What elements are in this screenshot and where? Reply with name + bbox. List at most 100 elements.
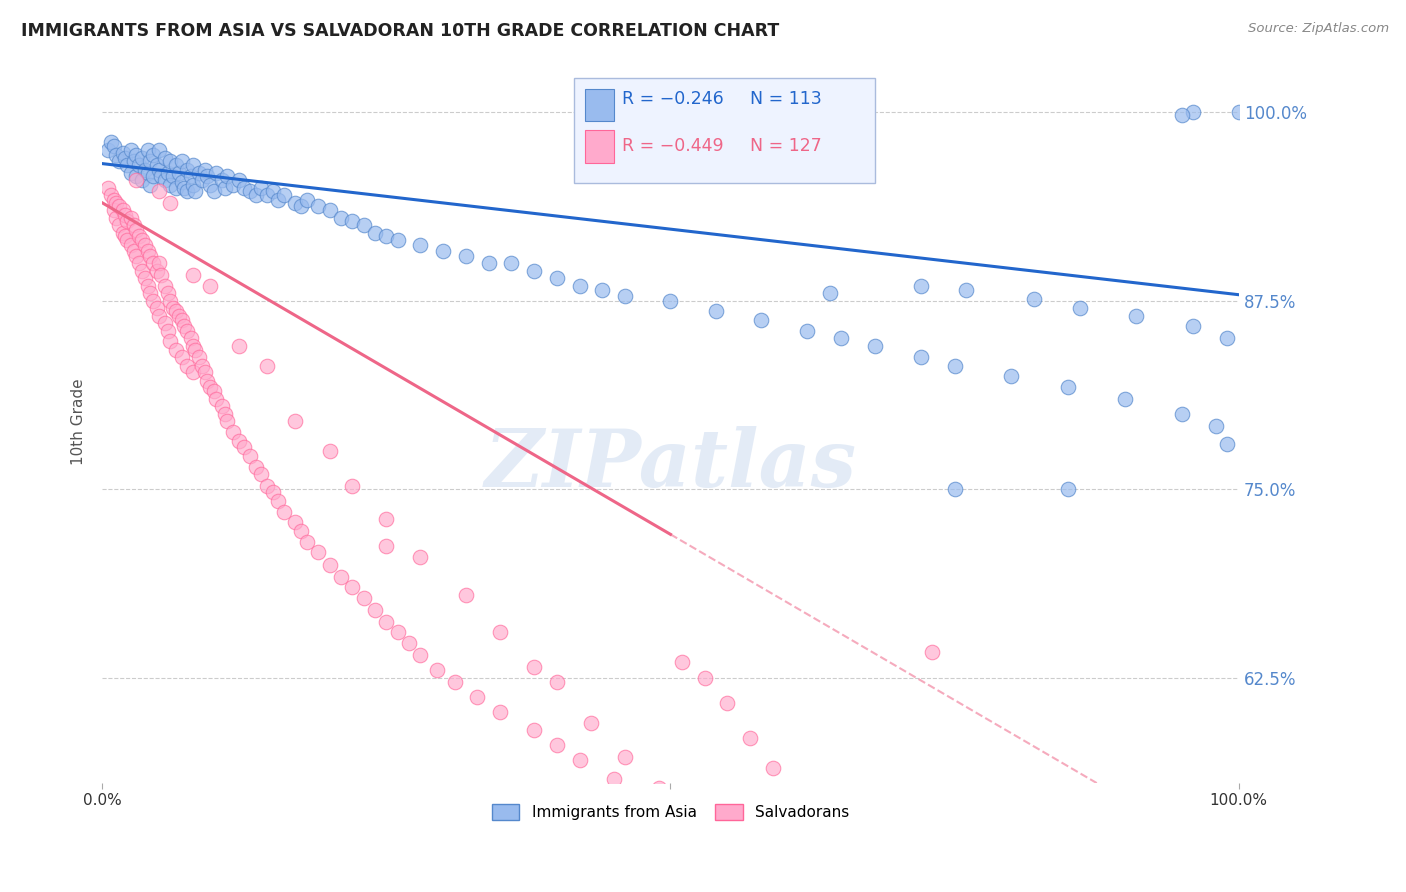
Point xyxy=(122,153,145,168)
Point xyxy=(181,178,204,192)
Point xyxy=(716,696,738,710)
Point xyxy=(375,229,398,244)
Point xyxy=(284,414,307,428)
Point xyxy=(342,580,364,594)
Point xyxy=(198,278,221,293)
Point xyxy=(943,482,966,496)
Point xyxy=(1069,301,1091,316)
Point xyxy=(1205,418,1227,433)
Point xyxy=(181,268,204,282)
Point xyxy=(318,203,340,218)
Point xyxy=(245,188,267,202)
Point xyxy=(295,535,318,549)
Point xyxy=(134,162,156,177)
Point xyxy=(342,214,364,228)
Point xyxy=(256,188,278,202)
Point xyxy=(184,343,207,358)
Point xyxy=(353,219,375,233)
Point xyxy=(1216,437,1239,451)
Point xyxy=(375,615,398,629)
Point xyxy=(523,660,546,674)
Point xyxy=(295,193,318,207)
Point xyxy=(120,238,142,252)
Point xyxy=(125,147,148,161)
Point xyxy=(318,444,340,458)
Point xyxy=(125,173,148,187)
Point xyxy=(142,293,165,308)
Point xyxy=(134,271,156,285)
Point xyxy=(162,169,184,183)
Point xyxy=(211,173,233,187)
Point xyxy=(104,195,127,210)
Point xyxy=(228,173,250,187)
Point xyxy=(245,459,267,474)
Point xyxy=(863,339,886,353)
Point xyxy=(115,158,138,172)
Point xyxy=(165,343,187,358)
Point xyxy=(176,162,198,177)
Point xyxy=(170,350,193,364)
Point xyxy=(426,663,449,677)
Point xyxy=(97,143,120,157)
Point xyxy=(267,494,290,508)
Point xyxy=(1227,105,1250,120)
Point xyxy=(762,761,785,775)
Point xyxy=(796,796,818,810)
Point xyxy=(205,392,228,406)
Text: N = 127: N = 127 xyxy=(749,137,821,155)
Text: N = 113: N = 113 xyxy=(749,90,821,109)
Point xyxy=(250,467,273,481)
Point xyxy=(122,219,145,233)
Point xyxy=(202,184,225,198)
Point xyxy=(108,219,131,233)
Point xyxy=(284,195,307,210)
Point xyxy=(104,147,127,161)
Point xyxy=(214,407,236,421)
Point xyxy=(387,625,409,640)
Point xyxy=(256,359,278,373)
Point xyxy=(273,188,295,202)
Point xyxy=(1114,392,1136,406)
Text: IMMIGRANTS FROM ASIA VS SALVADORAN 10TH GRADE CORRELATION CHART: IMMIGRANTS FROM ASIA VS SALVADORAN 10TH … xyxy=(21,22,779,40)
Point xyxy=(114,208,136,222)
Point xyxy=(128,256,150,270)
Point xyxy=(125,169,148,183)
Point xyxy=(114,151,136,165)
Point xyxy=(614,289,637,303)
Point xyxy=(108,153,131,168)
Point xyxy=(910,278,932,293)
Point xyxy=(195,374,218,388)
Point xyxy=(830,331,852,345)
Point xyxy=(170,153,193,168)
Point xyxy=(921,645,943,659)
Point xyxy=(233,180,256,194)
Point xyxy=(239,184,262,198)
FancyBboxPatch shape xyxy=(585,88,613,121)
Point xyxy=(239,449,262,463)
Text: ZIPatlas: ZIPatlas xyxy=(485,426,856,503)
Point xyxy=(228,434,250,448)
Point xyxy=(139,248,162,262)
Point xyxy=(181,339,204,353)
Point xyxy=(443,675,465,690)
Point xyxy=(165,304,187,318)
Point xyxy=(910,350,932,364)
Point xyxy=(353,591,375,605)
Point xyxy=(169,166,191,180)
Point xyxy=(170,313,193,327)
Point xyxy=(125,248,148,262)
Point xyxy=(131,151,153,165)
Point xyxy=(267,193,290,207)
Point xyxy=(111,146,134,161)
Point xyxy=(169,309,191,323)
Point xyxy=(193,162,215,177)
Point xyxy=(120,166,142,180)
Point xyxy=(100,188,122,202)
Point xyxy=(104,211,127,225)
Point xyxy=(136,166,159,180)
Point xyxy=(256,479,278,493)
Point xyxy=(115,214,138,228)
Point xyxy=(568,278,591,293)
Point xyxy=(181,158,204,172)
Point xyxy=(1057,379,1080,393)
